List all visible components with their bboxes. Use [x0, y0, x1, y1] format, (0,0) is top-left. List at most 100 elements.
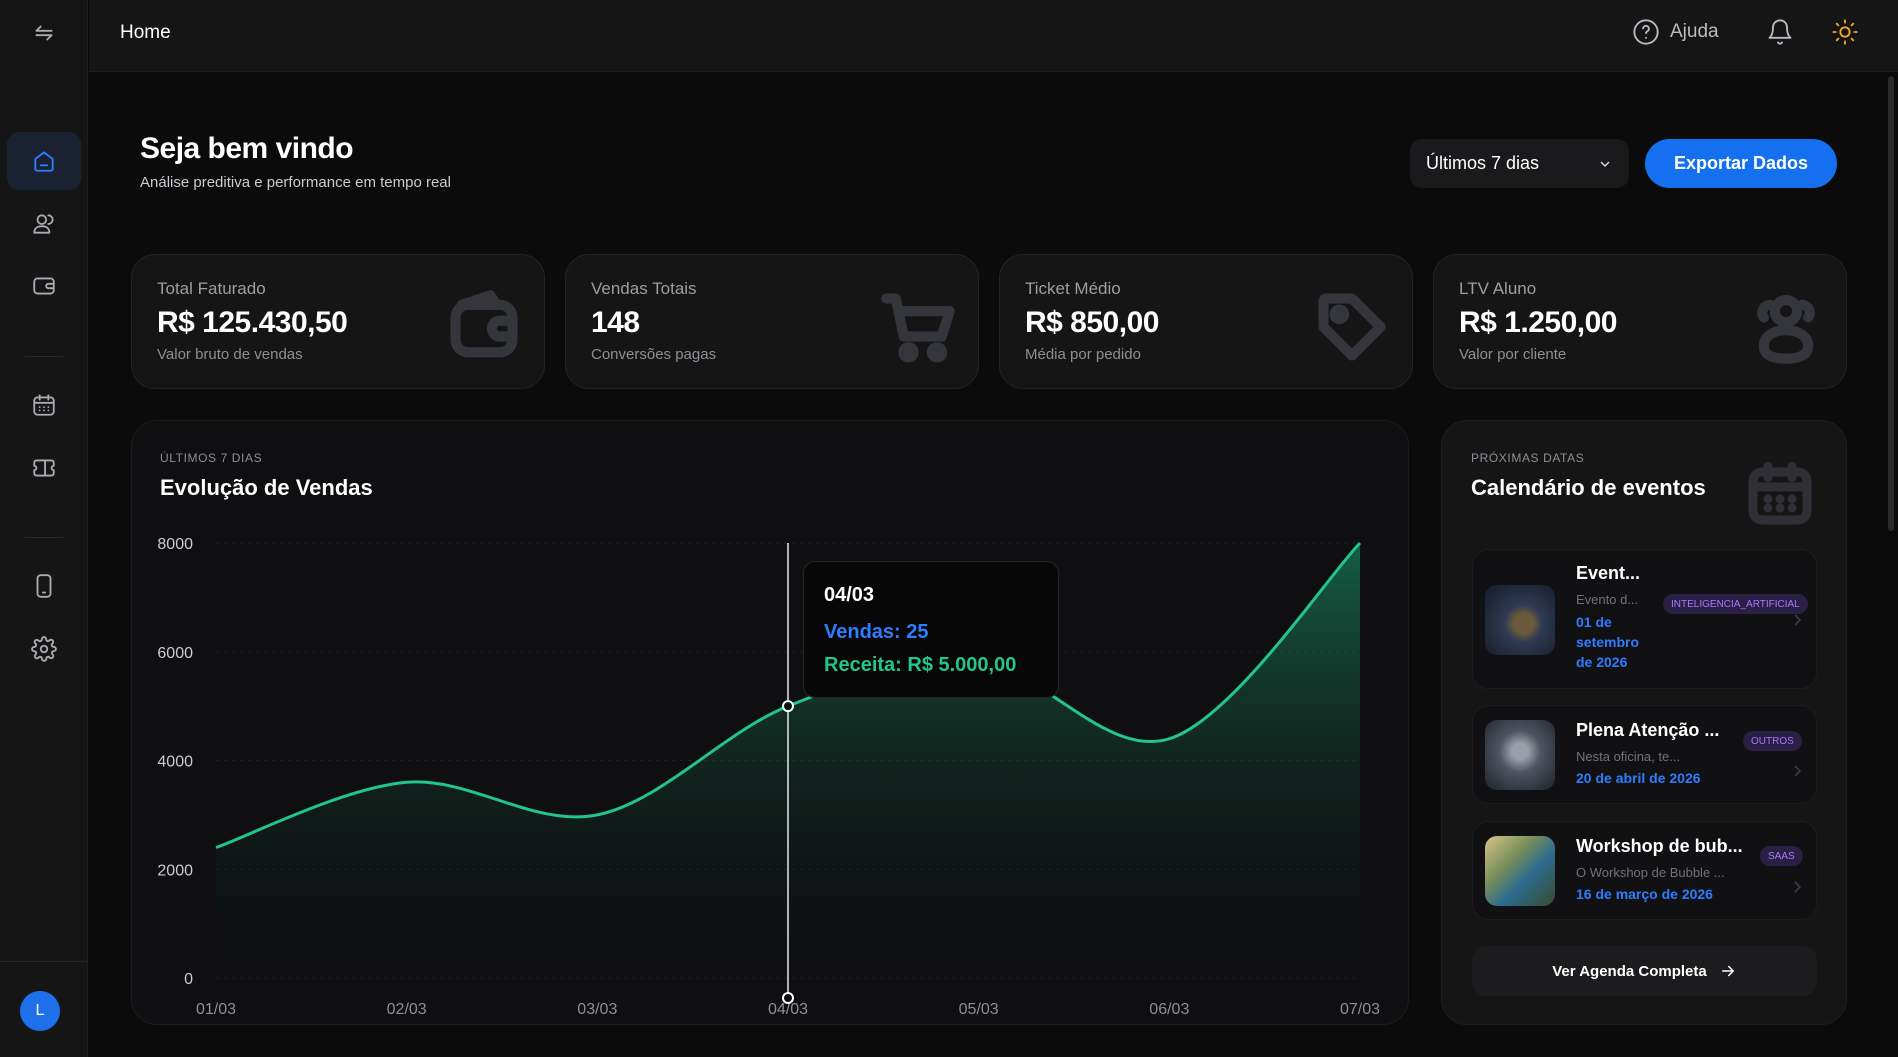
y-tick-label: 8000 [157, 536, 193, 553]
event-title: Event... [1576, 563, 1641, 583]
kpi-value: R$ 1.250,00 [1459, 306, 1617, 339]
period-select-value: Últimos 7 dias [1426, 153, 1540, 173]
kpi-card-ticket-medio: Ticket Médio R$ 850,00 Média por pedido [999, 254, 1413, 389]
event-date: 20 de abril de 2026 [1576, 770, 1701, 786]
sidebar-footer-divider [0, 961, 88, 962]
event-description: O Workshop de Bubble ... [1576, 865, 1725, 880]
help-button[interactable]: Ajuda [1632, 18, 1719, 46]
calendar-eyebrow: PRÓXIMAS DATAS [1471, 451, 1585, 465]
export-data-button[interactable]: Exportar Dados [1645, 139, 1837, 188]
calendar-icon [33, 394, 55, 416]
sidebar-item-wallet[interactable] [7, 257, 81, 315]
event-date: 16 de março de 2026 [1576, 886, 1713, 902]
kpi-label: LTV Aluno [1459, 279, 1537, 298]
gear-icon [31, 636, 57, 662]
sun-icon [1832, 19, 1858, 45]
event-tag: SAAS [1760, 846, 1803, 866]
arrow-right-icon [1721, 965, 1734, 977]
event-title: Workshop de bub... [1576, 836, 1743, 856]
kpi-sub: Valor por cliente [1459, 346, 1567, 363]
x-tick-label: 05/03 [959, 1001, 999, 1018]
chart-tooltip: 04/03 Vendas: 25 Receita: R$ 5.000,00 [803, 561, 1059, 698]
kpi-label: Total Faturado [157, 279, 266, 298]
y-tick-label: 0 [184, 971, 193, 988]
chart-eyebrow: ÚLTIMOS 7 DIAS [160, 451, 263, 465]
cart-icon [881, 293, 955, 363]
welcome-header: Seja bem vindo Análise preditiva e perfo… [140, 132, 451, 191]
x-tick-label: 01/03 [196, 1001, 236, 1018]
tooltip-date: 04/03 [824, 584, 875, 606]
welcome-title: Seja bem vindo [140, 132, 354, 165]
kpi-card-vendas-totais: Vendas Totais 148 Conversões pagas [565, 254, 979, 389]
y-tick-label: 6000 [157, 645, 193, 662]
user-avatar[interactable]: L [20, 991, 60, 1031]
kpi-card-total-faturado: Total Faturado R$ 125.430,50 Valor bruto… [131, 254, 545, 389]
collapse-sidebar-button[interactable] [7, 4, 81, 62]
view-full-agenda-label: Ver Agenda Completa [1552, 962, 1707, 980]
event-card[interactable]: Plena Atenção ... Nesta oficina, te... 2… [1472, 705, 1817, 804]
chart-title: Evolução de Vendas [160, 475, 373, 500]
event-title: Plena Atenção ... [1576, 720, 1720, 740]
tag-icon [1318, 293, 1386, 361]
wallet-icon [33, 277, 55, 295]
kpi-label: Vendas Totais [591, 279, 697, 298]
chevron-right-icon [1794, 881, 1802, 893]
sidebar-item-calendar[interactable] [7, 376, 81, 434]
x-tick-label: 07/03 [1340, 1001, 1380, 1018]
event-tag: INTELIGENCIA_ARTIFICIAL [1663, 594, 1808, 614]
home-icon [34, 151, 54, 172]
event-tag: OUTROS [1743, 731, 1802, 751]
sidebar-item-settings[interactable] [7, 620, 81, 678]
x-tick-label: 03/03 [577, 1001, 617, 1018]
topbar: Home Ajuda [89, 0, 1898, 72]
view-full-agenda-button[interactable]: Ver Agenda Completa [1472, 946, 1817, 996]
chevron-down-icon [1600, 161, 1610, 167]
kpi-sub: Conversões pagas [591, 346, 717, 363]
event-description: Evento d... [1576, 592, 1639, 607]
x-tick-label: 06/03 [1149, 1001, 1189, 1018]
kpi-value: 148 [591, 306, 640, 339]
calendar-icon [1748, 461, 1812, 525]
event-thumbnail [1485, 836, 1555, 906]
smartphone-icon [36, 574, 52, 598]
sales-area-chart[interactable]: 0 2000 4000 6000 8000 01/03 02/03 03/03 04/03 05… [132, 421, 1410, 1026]
sidebar-item-users[interactable] [7, 195, 81, 253]
events-calendar-card: PRÓXIMAS DATAS Calendário de eventos Eve… [1441, 420, 1847, 1025]
hover-point [782, 700, 794, 713]
x-tick-label: 04/03 [768, 1001, 808, 1018]
chevron-right-icon [1794, 614, 1802, 626]
y-tick-label: 4000 [157, 754, 193, 771]
event-card[interactable]: Event... Evento d... 01 de setembro de 2… [1472, 549, 1817, 689]
chevron-right-icon [1794, 765, 1802, 777]
sidebar-divider [25, 356, 63, 357]
sidebar-item-tickets[interactable] [7, 439, 81, 497]
welcome-subtitle: Análise preditiva e performance em tempo… [140, 174, 451, 191]
kpi-card-ltv-aluno: LTV Aluno R$ 1.250,00 Valor por cliente [1433, 254, 1847, 389]
theme-toggle-button[interactable] [1831, 18, 1859, 51]
event-thumbnail [1485, 720, 1555, 790]
collapse-arrows-icon [35, 25, 53, 41]
users-icon [1757, 295, 1815, 364]
help-label: Ajuda [1670, 21, 1719, 42]
tooltip-sales: Vendas: 25 [824, 621, 929, 643]
ticket-icon [33, 459, 55, 477]
event-date: 01 de setembro de 2026 [1576, 614, 1640, 670]
x-tick-label: 02/03 [387, 1001, 427, 1018]
kpi-sub: Média por pedido [1025, 346, 1141, 363]
users-icon [33, 214, 54, 234]
sidebar-divider [25, 537, 63, 538]
sidebar-item-mobile[interactable] [7, 557, 81, 615]
kpi-value: R$ 850,00 [1025, 306, 1159, 339]
bell-icon [1768, 19, 1792, 45]
scrollbar-thumb[interactable] [1888, 76, 1894, 531]
event-card[interactable]: Workshop de bub... O Workshop de Bubble … [1472, 821, 1817, 920]
period-select[interactable]: Últimos 7 dias [1410, 139, 1629, 188]
event-thumbnail [1485, 585, 1555, 655]
notifications-button[interactable] [1766, 18, 1794, 51]
sidebar-item-home[interactable] [7, 132, 81, 190]
kpi-sub: Valor bruto de vendas [157, 346, 303, 363]
kpi-label: Ticket Médio [1025, 279, 1121, 298]
calendar-title: Calendário de eventos [1471, 475, 1706, 500]
tooltip-revenue: Receita: R$ 5.000,00 [824, 654, 1017, 676]
event-description: Nesta oficina, te... [1576, 749, 1681, 764]
